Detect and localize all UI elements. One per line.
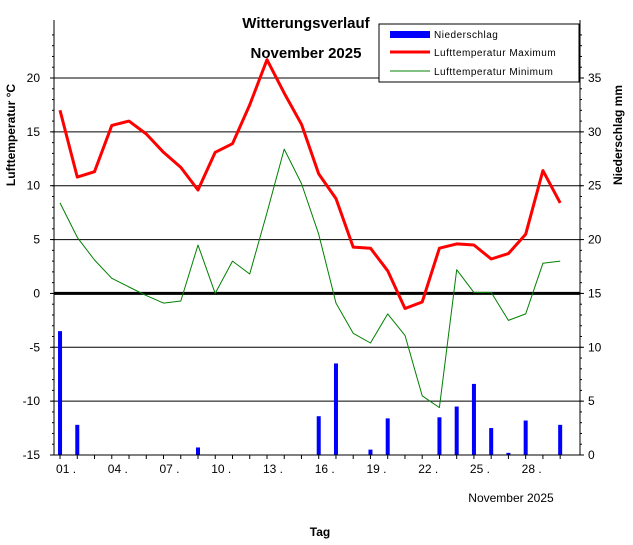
y-tick-label-left: -15 [23, 448, 41, 462]
precipitation-bar [368, 449, 373, 455]
precipitation-bar [196, 447, 201, 455]
y-tick-label-right: 35 [588, 71, 602, 85]
y-tick-label-right: 10 [588, 340, 602, 354]
temperature-lines [58, 58, 562, 409]
y-tick-label-right: 5 [588, 394, 595, 408]
precipitation-bar [523, 420, 528, 455]
precipitation-bar [506, 452, 511, 455]
x-tick-label: 01 . [56, 462, 76, 476]
y-axis-left-label: Lufttemperatur °C [4, 84, 18, 186]
y-tick-label-left: 10 [27, 179, 41, 193]
x-tick-label: 07 . [160, 462, 180, 476]
y-tick-label-left: 20 [27, 71, 41, 85]
grid-lines [54, 77, 580, 402]
y-tick-label-left: -5 [29, 340, 40, 354]
precipitation-bar [471, 383, 476, 455]
y-tick-label-right: 0 [588, 448, 595, 462]
precipitation-bar [558, 424, 563, 455]
chart-title: Witterungsverlauf [242, 15, 370, 32]
precipitation-bar [75, 424, 80, 455]
precipitation-bar [316, 416, 321, 455]
temp-min-line [59, 148, 561, 409]
precipitation-bar [58, 331, 63, 455]
y-tick-label-left: 15 [27, 125, 41, 139]
x-axis-label: Tag [310, 525, 330, 539]
x-tick-label: 25 . [470, 462, 490, 476]
legend: Niederschlag Lufttemperatur Maximum Luft… [378, 23, 580, 83]
y-tick-label-right: 20 [588, 233, 602, 247]
precipitation-bar [489, 428, 494, 455]
legend-swatch-precipitation [390, 31, 430, 38]
chart-subtitle: November 2025 [251, 45, 362, 62]
temp-max-line [58, 58, 562, 310]
y-axis-right-label: Niederschlag mm [611, 85, 625, 185]
x-axis-month-note: November 2025 [468, 491, 554, 505]
y-tick-label-left: 0 [33, 286, 40, 300]
legend-label-temp-max: Lufttemperatur Maximum [434, 48, 556, 59]
precipitation-bar [333, 363, 338, 455]
y-tick-label-right: 25 [588, 179, 602, 193]
precipitation-bar [437, 417, 442, 455]
y-tick-label-left: 5 [33, 233, 40, 247]
precipitation-bar [385, 418, 390, 455]
x-tick-label: 28 . [522, 462, 542, 476]
tick-labels: 20 15 10 5 0 -5 -10 -15 35 30 25 20 15 10 5 0 01 . 04 . 07… [23, 71, 602, 476]
y-tick-label-right: 30 [588, 125, 602, 139]
x-tick-label: 22 . [418, 462, 438, 476]
x-tick-label: 16 . [315, 462, 335, 476]
precipitation-bars [58, 331, 563, 455]
x-tick-label: 10 . [211, 462, 231, 476]
precipitation-bar [454, 406, 459, 455]
legend-label-precipitation: Niederschlag [434, 30, 498, 41]
x-tick-label: 04 . [108, 462, 128, 476]
x-tick-label: 13 . [263, 462, 283, 476]
x-tick-label: 19 . [366, 462, 386, 476]
y-tick-label-left: -10 [23, 394, 41, 408]
legend-label-temp-min: Lufttemperatur Minimum [434, 67, 553, 78]
axes [50, 20, 584, 459]
y-tick-label-right: 15 [588, 286, 602, 300]
